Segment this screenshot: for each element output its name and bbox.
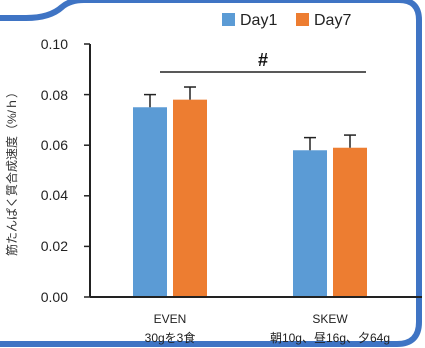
y-tick-label: 0.02 (41, 238, 68, 254)
y-tick-label: 0.00 (41, 289, 68, 305)
y-tick-label: 0.06 (41, 137, 68, 153)
bar-skew-day1 (293, 150, 327, 297)
x-tick-sublabel-skew: 朝10g、昼16g、夕64g (270, 331, 390, 345)
chart-marks (84, 43, 367, 298)
x-tick-sublabel-even: 30gを3食 (145, 330, 196, 345)
bar-even-day7 (173, 99, 207, 297)
legend-swatch-day7 (296, 13, 309, 26)
y-axis-label: 筋たんぱく質合成速度（%/ｈ） (4, 86, 19, 256)
legend-label-day1: Day1 (240, 12, 277, 29)
legend: Day1 Day7 (222, 12, 351, 29)
y-tick-label: 0.10 (41, 36, 68, 52)
significance-marker: # (258, 50, 268, 70)
x-tick-labels: EVEN 30gを3食 SKEW 朝10g、昼16g、夕64g (145, 312, 390, 345)
y-tick-labels: 0.00 0.02 0.04 0.06 0.08 0.10 (41, 36, 68, 305)
x-tick-label-even: EVEN (154, 312, 187, 326)
y-tick-label: 0.04 (41, 187, 68, 203)
bar-skew-day7 (333, 147, 367, 297)
y-tick-label: 0.08 (41, 87, 68, 103)
bar-even-day1 (133, 107, 167, 297)
legend-swatch-day1 (222, 13, 235, 26)
legend-label-day7: Day7 (314, 12, 351, 29)
x-tick-label-skew: SKEW (312, 312, 348, 326)
